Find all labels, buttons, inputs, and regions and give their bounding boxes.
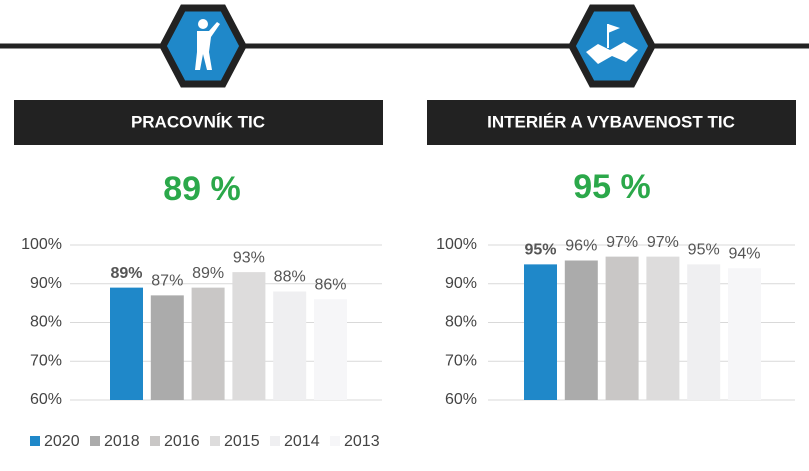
data-label: 87% (151, 273, 183, 290)
data-label: 89% (192, 265, 224, 282)
y-tick-label: 80% (30, 314, 62, 331)
bar (110, 287, 143, 400)
bar (524, 264, 557, 400)
legend-swatch (270, 436, 280, 446)
header-box (427, 100, 796, 145)
bar (273, 291, 307, 400)
bar (191, 287, 225, 400)
data-label: 94% (728, 245, 760, 262)
data-label: 95% (688, 242, 720, 259)
y-tick-label: 70% (30, 352, 62, 369)
y-tick-label: 60% (445, 391, 477, 408)
y-tick-label: 100% (21, 236, 62, 253)
data-label: 89% (110, 265, 142, 282)
data-label: 93% (233, 249, 265, 266)
bar (564, 260, 598, 400)
y-tick-label: 70% (445, 352, 477, 369)
bar (728, 268, 761, 400)
headline: 89 % (163, 170, 241, 208)
legend-label: 2015 (224, 433, 260, 450)
legend-swatch (150, 436, 160, 446)
data-label: 97% (647, 234, 679, 251)
y-tick-label: 90% (445, 275, 477, 292)
legend-label: 2013 (344, 433, 380, 450)
headline: 95 % (573, 168, 651, 206)
legend-label: 2018 (104, 433, 140, 450)
data-label: 96% (565, 238, 597, 255)
y-tick-label: 60% (30, 391, 62, 408)
y-tick-label: 90% (30, 275, 62, 292)
data-label: 97% (606, 234, 638, 251)
data-label: 86% (314, 276, 346, 293)
bar (605, 256, 639, 400)
bar (314, 299, 347, 400)
legend-swatch (330, 436, 340, 446)
legend-swatch (210, 436, 220, 446)
y-tick-label: 80% (445, 314, 477, 331)
header-box (14, 100, 383, 145)
legend-label: 2016 (164, 433, 200, 450)
bar (646, 256, 680, 400)
data-label: 95% (524, 242, 556, 259)
data-label: 88% (274, 269, 306, 286)
legend-swatch (30, 436, 40, 446)
legend-label: 2020 (44, 433, 80, 450)
bar (687, 264, 721, 400)
chart-title: INTERIÉR A VYBAVENOST TIC (487, 112, 735, 131)
chart-title: PRACOVNÍK TIC (131, 112, 265, 131)
legend-label: 2014 (284, 433, 320, 450)
bar (232, 272, 266, 400)
legend-swatch (90, 436, 100, 446)
bar (150, 295, 184, 400)
worker-icon (159, 4, 247, 88)
y-tick-label: 100% (436, 236, 477, 253)
map-icon (568, 4, 656, 88)
